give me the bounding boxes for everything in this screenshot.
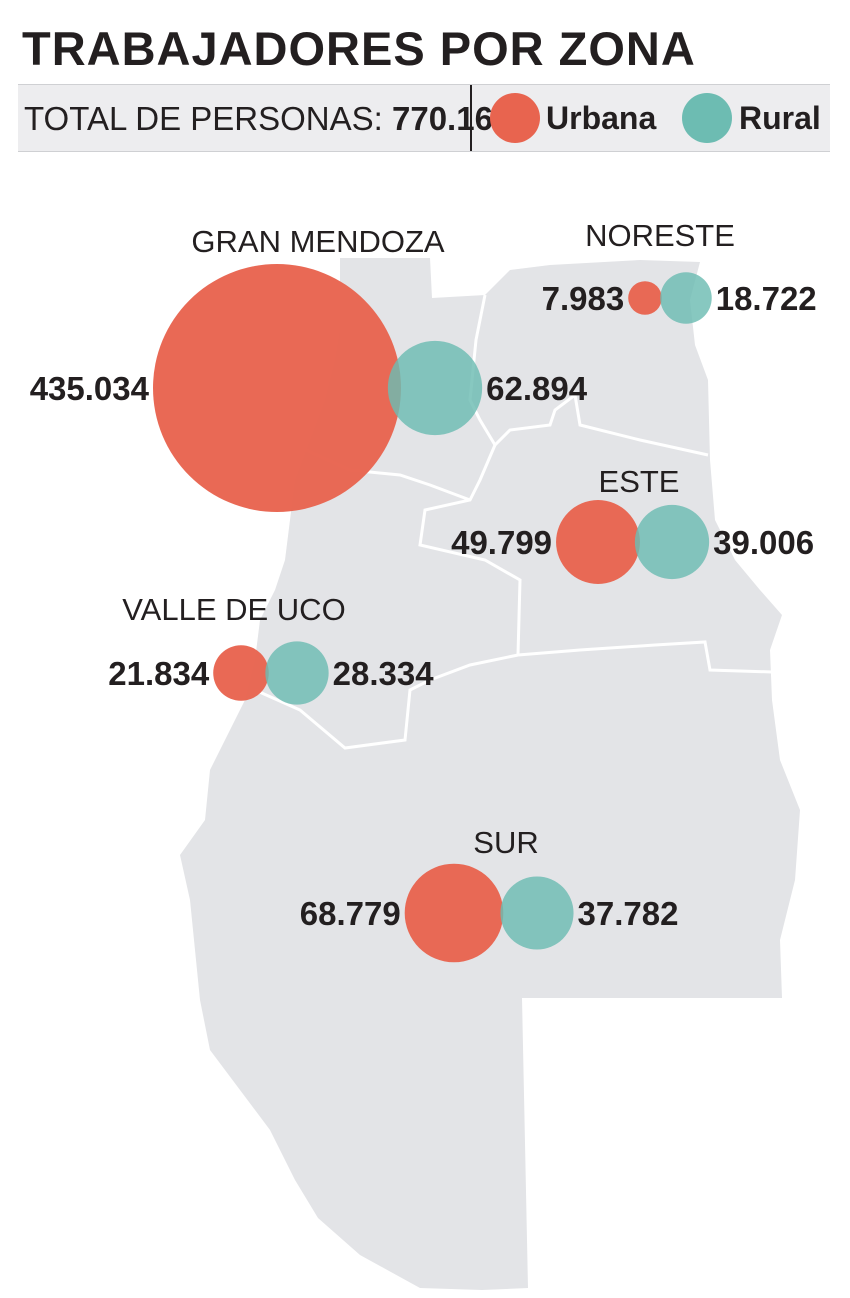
zone-name-sur: SUR [473,825,538,860]
value-rural-este: 39.006 [713,524,814,561]
value-urbana-este: 49.799 [451,524,552,561]
zone-name-este: ESTE [599,464,680,499]
border-gran-mendoza-este [418,444,522,656]
value-urbana-valle-de-uco: 21.834 [108,655,210,692]
legend-urbana-label: Urbana [546,100,657,136]
value-urbana-gran-mendoza: 435.034 [30,370,150,407]
bubble-urbana-sur [404,863,504,963]
province-map-shape [180,258,800,1290]
zone-name-gran-mendoza: GRAN MENDOZA [191,224,445,259]
bubble-rural-noreste [660,272,712,324]
value-urbana-noreste: 7.983 [542,280,625,317]
bubble-urbana-valle-de-uco [213,645,269,701]
bubble-rural-gran-mendoza [387,340,483,436]
bubble-urbana-noreste [628,281,662,315]
value-rural-gran-mendoza: 62.894 [486,370,588,407]
border-noreste-este [573,394,709,457]
zone-name-noreste: NORESTE [585,218,735,253]
header-divider [470,85,472,151]
header-bar: TOTAL DE PERSONAS: 770.166 Urbana Rural [18,84,830,152]
bubble-urbana-gran-mendoza [153,264,401,512]
zone-borders [254,294,773,750]
bubble-rural-valle-de-uco [265,641,329,705]
bubble-rural-sur [500,876,574,950]
zone-name-valle-de-uco: VALLE DE UCO [122,592,345,627]
value-rural-noreste: 18.722 [716,280,817,317]
border-valle-sur [254,653,519,750]
value-urbana-sur: 68.779 [300,895,401,932]
legend-rural-label: Rural [739,100,821,136]
chart-title: TRABAJADORES POR ZONA [22,22,696,75]
total-persons: TOTAL DE PERSONAS: 770.166 [24,99,511,139]
legend-rural-swatch [682,93,732,143]
total-label: TOTAL DE PERSONAS: [24,100,383,137]
bubble-urbana-este [556,500,640,584]
value-rural-valle-de-uco: 28.334 [333,655,435,692]
bubble-rural-este [634,504,710,580]
border-este-sur [517,640,773,674]
legend-urbana-swatch [490,93,540,143]
bubble-layer [153,264,712,963]
label-layer: GRAN MENDOZA 435.034 62.894 NORESTE 7.983 18.… [30,218,817,932]
value-rural-sur: 37.782 [578,895,679,932]
